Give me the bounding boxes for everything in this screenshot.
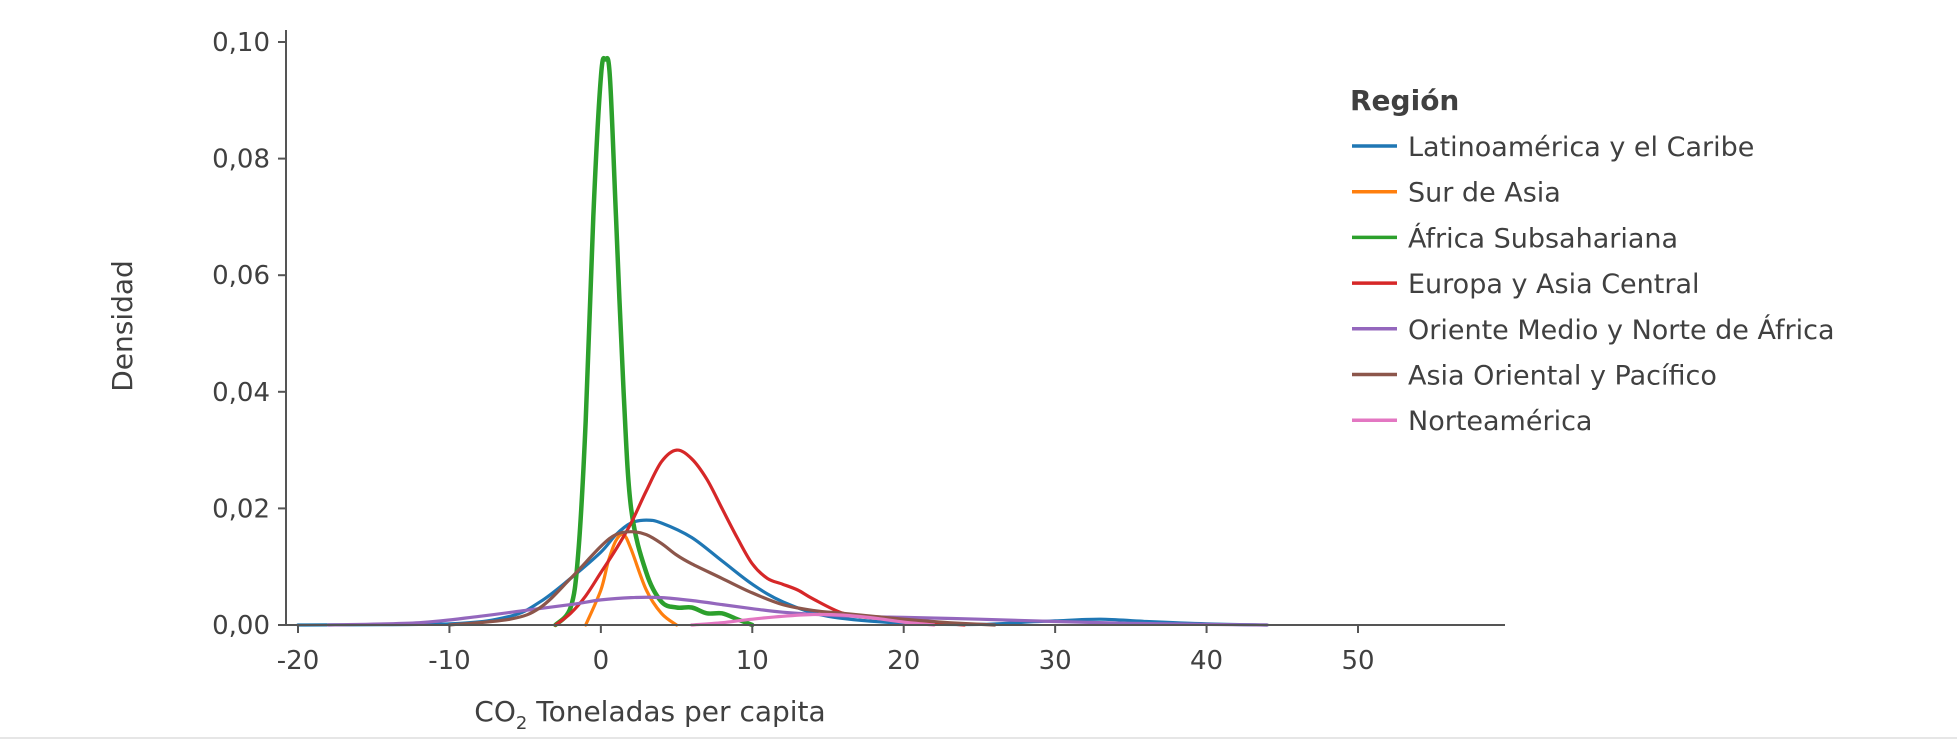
series-line-1 xyxy=(296,518,1269,627)
legend-label: Sur de Asia xyxy=(1408,178,1561,209)
x-tick-label: 0 xyxy=(593,646,610,676)
y-tick-label: 0,04 xyxy=(212,378,270,408)
bottom-divider xyxy=(0,737,1957,739)
y-axis-label: Densidad xyxy=(106,260,139,392)
legend-label: Norteamérica xyxy=(1408,406,1592,437)
x-tick-label: 10 xyxy=(736,646,769,676)
y-tick-label: 0,08 xyxy=(212,145,270,175)
legend: Región Latinoamérica y el Caribe Sur de A… xyxy=(1350,84,1835,437)
x-axis-label-prefix: CO xyxy=(474,695,516,728)
x-tick-label: 20 xyxy=(887,646,920,676)
series-line-7 xyxy=(690,612,936,627)
series-line-5 xyxy=(326,595,1269,627)
x-axis-label-suffix: Toneladas per capita xyxy=(527,695,825,728)
legend-label: Europa y Asia Central xyxy=(1408,269,1700,300)
legend-title: Región xyxy=(1350,84,1459,117)
legend-label: Asia Oriental y Pacífico xyxy=(1408,361,1717,392)
legend-label: África Subsahariana xyxy=(1408,222,1678,254)
series-line-6 xyxy=(447,530,997,627)
y-tick-label: 0,02 xyxy=(212,494,270,524)
legend-label: Oriente Medio y Norte de África xyxy=(1408,314,1835,346)
plot-area xyxy=(296,55,1269,628)
x-axis: -20 -10 0 10 20 30 40 50 xyxy=(277,624,1505,676)
x-axis-label: CO2 Toneladas per capita xyxy=(474,695,825,734)
y-tick-label: 0,06 xyxy=(212,261,270,291)
x-tick-label: 40 xyxy=(1190,646,1223,676)
x-tick-label: 50 xyxy=(1341,646,1374,676)
x-tick-label: 30 xyxy=(1039,646,1072,676)
series-line-3 xyxy=(553,55,755,628)
y-tick-label: 0,00 xyxy=(212,611,270,641)
legend-label: Latinoamérica y el Caribe xyxy=(1408,132,1754,163)
x-tick-label: -20 xyxy=(277,646,319,676)
x-tick-label: -10 xyxy=(428,646,470,676)
y-axis: 0,00 0,02 0,04 0,06 0,08 0,10 xyxy=(212,28,287,641)
x-axis-label-subscript: 2 xyxy=(516,713,527,734)
y-tick-label: 0,10 xyxy=(212,28,270,58)
